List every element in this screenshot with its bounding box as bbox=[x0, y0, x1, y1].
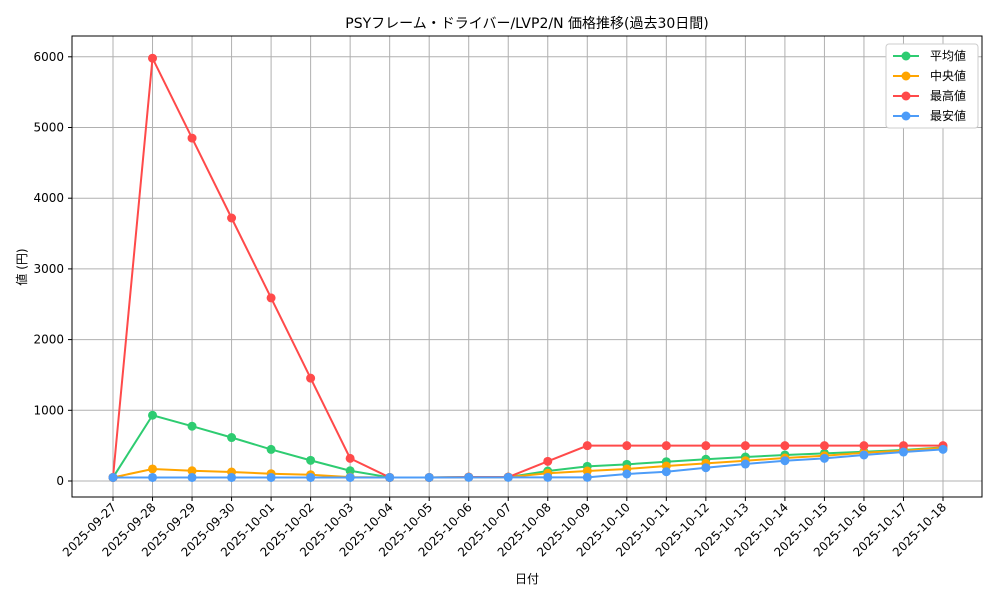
y-axis-label: 値 (円) bbox=[14, 248, 29, 285]
y-tick-label: 6000 bbox=[33, 50, 64, 64]
data-point bbox=[740, 441, 750, 451]
data-point bbox=[503, 472, 513, 482]
data-point bbox=[266, 293, 276, 303]
data-point bbox=[701, 463, 711, 473]
series-line bbox=[112, 54, 943, 479]
x-axis-label: 日付 bbox=[515, 572, 539, 586]
data-point bbox=[661, 441, 671, 451]
data-point bbox=[148, 53, 158, 63]
series-line bbox=[112, 414, 944, 479]
data-point bbox=[780, 456, 790, 466]
data-point bbox=[227, 213, 237, 223]
series-2 bbox=[108, 53, 948, 482]
legend-label: 平均値 bbox=[930, 48, 966, 63]
data-point bbox=[740, 459, 750, 469]
legend-marker bbox=[901, 51, 911, 61]
y-tick-label: 5000 bbox=[33, 121, 64, 135]
legend-label: 中央値 bbox=[930, 68, 966, 83]
data-point bbox=[859, 441, 869, 451]
series-line bbox=[112, 446, 944, 479]
data-point bbox=[385, 472, 395, 482]
legend-marker bbox=[901, 111, 911, 121]
data-point bbox=[938, 444, 948, 454]
y-tick-label: 0 bbox=[56, 474, 64, 488]
data-point bbox=[898, 447, 908, 457]
data-point bbox=[108, 472, 118, 482]
data-point bbox=[345, 453, 355, 463]
plot-frame bbox=[71, 35, 983, 498]
legend-label: 最高値 bbox=[930, 88, 966, 103]
data-point bbox=[345, 472, 355, 482]
legend-label: 最安値 bbox=[930, 108, 966, 123]
data-point bbox=[187, 472, 197, 482]
data-point bbox=[266, 444, 276, 454]
data-point bbox=[701, 441, 711, 451]
legend-box bbox=[885, 43, 979, 129]
data-point bbox=[306, 472, 316, 482]
data-point bbox=[780, 441, 790, 451]
data-point bbox=[464, 472, 474, 482]
y-axis: 0 1000 2000 3000 4000 5000 6000 bbox=[33, 50, 72, 488]
data-point bbox=[266, 472, 276, 482]
chart-title: PSYフレーム・ドライバー/LVP2/N 価格推移(過去30日間) bbox=[345, 16, 708, 32]
data-point bbox=[345, 466, 355, 476]
data-point bbox=[306, 455, 316, 465]
data-point bbox=[187, 421, 197, 431]
data-point bbox=[187, 466, 197, 476]
y-tick-label: 1000 bbox=[33, 403, 64, 417]
data-point bbox=[543, 456, 553, 466]
data-point bbox=[582, 472, 592, 482]
y-tick-label: 4000 bbox=[33, 191, 64, 205]
data-point bbox=[622, 469, 632, 479]
data-point bbox=[227, 433, 237, 443]
data-point bbox=[898, 441, 908, 451]
data-point bbox=[543, 472, 553, 482]
data-point bbox=[148, 464, 158, 474]
data-point bbox=[661, 467, 671, 477]
grid bbox=[72, 36, 982, 497]
data-point bbox=[227, 472, 237, 482]
data-point bbox=[306, 373, 316, 383]
data-point bbox=[582, 441, 592, 451]
data-point bbox=[148, 410, 158, 420]
x-axis: 2025-09-272025-09-282025-09-292025-09-30… bbox=[60, 497, 949, 559]
data-point bbox=[187, 133, 197, 143]
series-line bbox=[113, 448, 944, 479]
y-tick-label: 3000 bbox=[33, 262, 64, 276]
series-3 bbox=[108, 444, 948, 482]
data-point bbox=[859, 450, 869, 460]
data-point bbox=[582, 466, 592, 476]
y-tick-label: 2000 bbox=[33, 333, 64, 347]
data-point bbox=[819, 453, 829, 463]
legend-marker bbox=[901, 91, 911, 101]
series-lines bbox=[108, 53, 948, 482]
data-point bbox=[622, 441, 632, 451]
data-point bbox=[819, 441, 829, 451]
data-point bbox=[148, 472, 158, 482]
data-point bbox=[424, 472, 434, 482]
legend-marker bbox=[901, 71, 911, 81]
